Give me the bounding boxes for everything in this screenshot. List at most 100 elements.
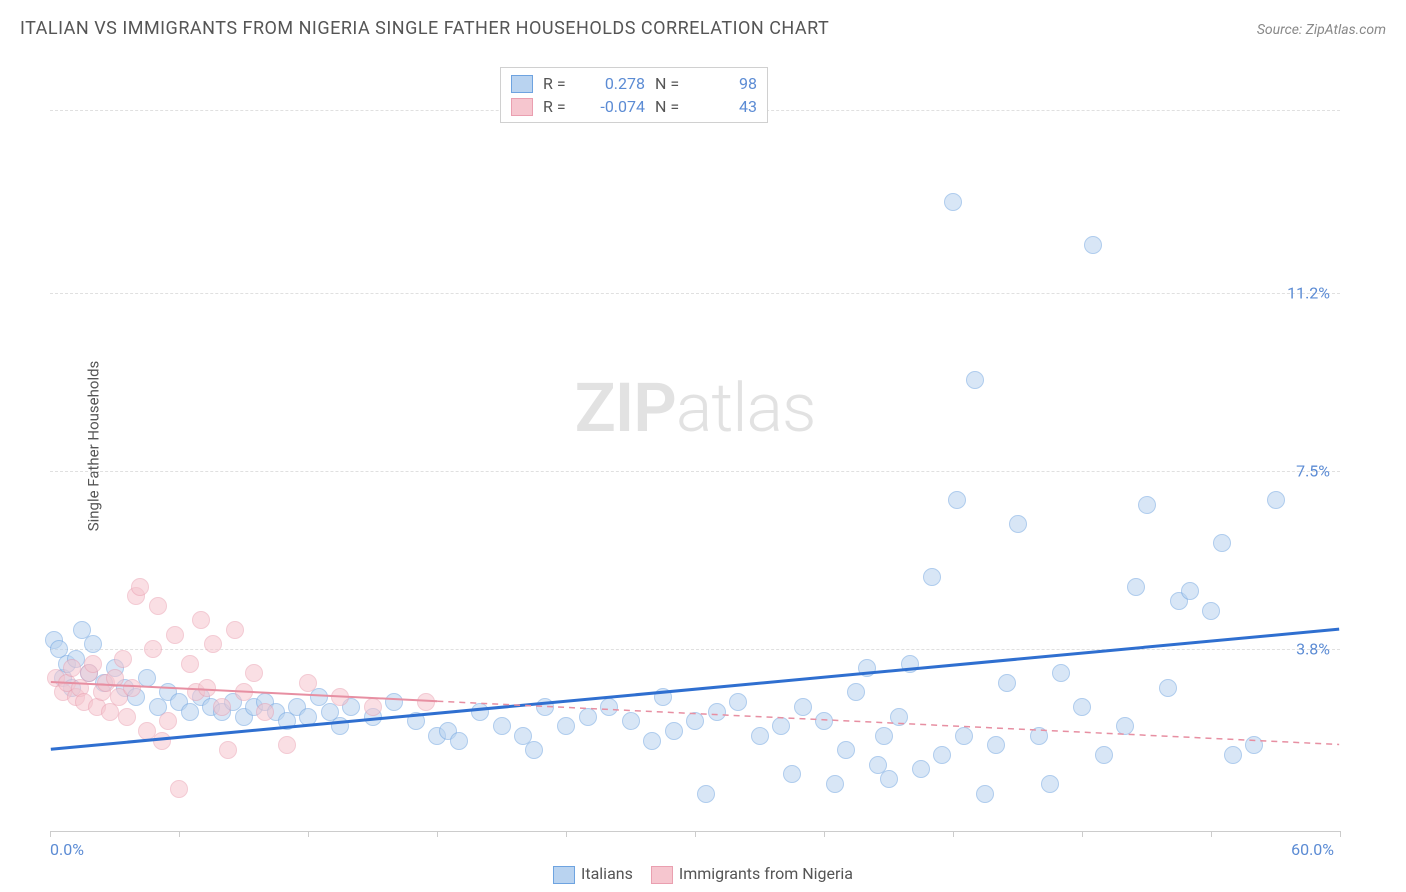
point-nigeria — [63, 659, 81, 677]
point-italians — [875, 727, 893, 745]
x-tick — [50, 831, 51, 837]
point-italians — [665, 722, 683, 740]
point-nigeria — [198, 679, 216, 697]
y-tick-label: 3.8% — [1296, 640, 1330, 659]
n-label-2: N = — [655, 97, 691, 116]
point-italians — [955, 727, 973, 745]
point-italians — [1127, 578, 1145, 596]
point-italians — [1181, 582, 1199, 600]
point-italians — [1009, 515, 1027, 533]
point-nigeria — [364, 698, 382, 716]
point-italians — [815, 712, 833, 730]
point-italians — [450, 732, 468, 750]
point-italians — [944, 193, 962, 211]
point-italians — [299, 708, 317, 726]
point-italians — [783, 765, 801, 783]
point-italians — [697, 785, 715, 803]
point-italians — [933, 746, 951, 764]
point-italians — [385, 693, 403, 711]
point-italians — [536, 698, 554, 716]
point-italians — [901, 655, 919, 673]
legend-stats: R = 0.278 N = 98 R = -0.074 N = 43 — [500, 67, 768, 123]
point-italians — [837, 741, 855, 759]
point-italians — [976, 785, 994, 803]
point-italians — [751, 727, 769, 745]
legend-bottom-label-1: Italians — [581, 864, 633, 883]
point-italians — [1073, 698, 1091, 716]
legend-bottom: Italians Immigrants from Nigeria — [553, 864, 853, 884]
x-tick — [179, 831, 180, 837]
x-tick — [566, 831, 567, 837]
point-italians — [794, 698, 812, 716]
point-nigeria — [256, 703, 274, 721]
point-italians — [643, 732, 661, 750]
legend-bottom-item-1: Italians — [553, 864, 633, 884]
point-italians — [966, 371, 984, 389]
r-label-2: R = — [543, 97, 579, 116]
point-nigeria — [245, 664, 263, 682]
y-gridline — [50, 293, 1340, 294]
x-tick — [953, 831, 954, 837]
watermark-zip: ZIP — [575, 368, 676, 448]
chart-container: ITALIAN VS IMMIGRANTS FROM NIGERIA SINGL… — [0, 0, 1406, 892]
point-nigeria — [166, 626, 184, 644]
point-italians — [557, 717, 575, 735]
point-nigeria — [417, 693, 435, 711]
point-italians — [1030, 727, 1048, 745]
y-tick-label: 7.5% — [1296, 462, 1330, 481]
legend-bottom-swatch-italians — [553, 866, 575, 884]
point-italians — [1052, 664, 1070, 682]
plot-area: ZIPatlas R = 0.278 N = 98 R = -0.074 N =… — [50, 62, 1340, 832]
point-nigeria — [278, 736, 296, 754]
point-italians — [708, 703, 726, 721]
point-nigeria — [106, 669, 124, 687]
point-italians — [600, 698, 618, 716]
source-label: Source: ZipAtlas.com — [1257, 22, 1386, 38]
point-italians — [923, 568, 941, 586]
y-tick-label: 11.2% — [1287, 284, 1330, 303]
point-italians — [525, 741, 543, 759]
point-nigeria — [84, 655, 102, 673]
point-nigeria — [118, 708, 136, 726]
point-italians — [1224, 746, 1242, 764]
point-nigeria — [131, 578, 149, 596]
point-nigeria — [331, 688, 349, 706]
point-italians — [686, 712, 704, 730]
point-italians — [84, 635, 102, 653]
watermark-atlas: atlas — [676, 368, 816, 448]
point-italians — [772, 717, 790, 735]
x-tick — [1340, 831, 1341, 837]
r-value-2: -0.074 — [589, 97, 645, 116]
point-italians — [890, 708, 908, 726]
point-italians — [948, 491, 966, 509]
point-italians — [1095, 746, 1113, 764]
point-nigeria — [153, 732, 171, 750]
point-nigeria — [204, 635, 222, 653]
x-tick-label: 0.0% — [50, 840, 84, 859]
point-nigeria — [213, 698, 231, 716]
point-nigeria — [192, 611, 210, 629]
point-nigeria — [226, 621, 244, 639]
point-italians — [880, 770, 898, 788]
r-label-1: R = — [543, 74, 579, 93]
legend-bottom-swatch-nigeria — [651, 866, 673, 884]
point-italians — [1267, 491, 1285, 509]
legend-stats-row-2: R = -0.074 N = 43 — [511, 95, 757, 118]
legend-swatch-italians — [511, 75, 533, 93]
watermark: ZIPatlas — [575, 368, 816, 448]
point-italians — [1084, 236, 1102, 254]
point-italians — [331, 717, 349, 735]
y-gridline — [50, 649, 1340, 650]
point-italians — [987, 736, 1005, 754]
n-label-1: N = — [655, 74, 691, 93]
x-tick — [437, 831, 438, 837]
legend-stats-row-1: R = 0.278 N = 98 — [511, 72, 757, 95]
x-tick — [824, 831, 825, 837]
point-nigeria — [235, 683, 253, 701]
point-italians — [729, 693, 747, 711]
point-nigeria — [299, 674, 317, 692]
point-nigeria — [123, 679, 141, 697]
point-italians — [1138, 496, 1156, 514]
point-nigeria — [114, 650, 132, 668]
point-italians — [1202, 602, 1220, 620]
